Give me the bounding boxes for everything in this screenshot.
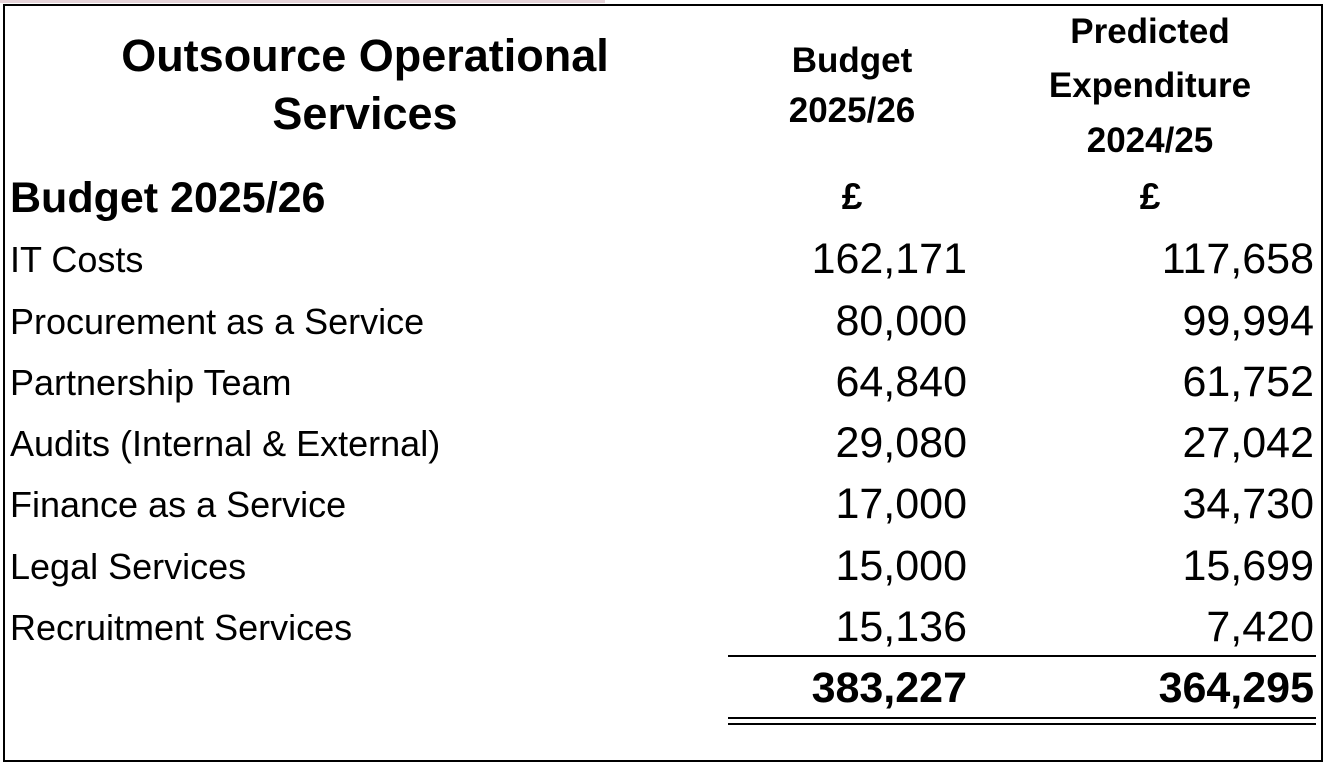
row-budget-procurement: 80,000: [835, 297, 967, 345]
predicted-header-line-1: Predicted: [1070, 12, 1230, 51]
row-budget-partnership: 64,840: [835, 358, 967, 406]
page-title-line-1: Outsource Operational: [121, 30, 609, 81]
page-title-line-2: Services: [272, 88, 458, 139]
row-budget-finance: 17,000: [835, 480, 967, 528]
predicted-currency: £: [1139, 176, 1161, 217]
row-predicted-partnership: 61,752: [1182, 358, 1314, 406]
row-label-finance: Finance as a Service: [10, 484, 347, 525]
row-predicted-it-costs: 117,658: [1161, 235, 1314, 283]
budget-currency: £: [841, 176, 863, 217]
budget-header-line-2: 2025/26: [788, 91, 916, 130]
table-frame: [3, 4, 1323, 762]
section-title: Budget 2025/26: [10, 174, 326, 222]
total-budget: 383,227: [811, 664, 967, 712]
row-predicted-legal: 15,699: [1182, 542, 1314, 590]
row-predicted-audits: 27,042: [1182, 419, 1314, 467]
row-predicted-procurement: 99,994: [1182, 297, 1314, 345]
row-label-procurement: Procurement as a Service: [10, 301, 425, 342]
row-label-legal: Legal Services: [10, 546, 247, 587]
predicted-header-line-3: 2024/25: [1086, 121, 1214, 160]
row-predicted-recruitment: 7,420: [1206, 603, 1314, 651]
row-label-audits: Audits (Internal & External): [10, 423, 441, 464]
total-top-rule: [728, 655, 1316, 657]
row-budget-audits: 29,080: [835, 419, 967, 467]
row-predicted-finance: 34,730: [1182, 480, 1314, 528]
row-budget-recruitment: 15,136: [835, 603, 967, 651]
row-budget-legal: 15,000: [835, 542, 967, 590]
row-budget-it-costs: 162,171: [811, 235, 967, 283]
total-predicted: 364,295: [1158, 664, 1314, 712]
row-label-recruitment: Recruitment Services: [10, 607, 353, 648]
top-accent-line: [0, 0, 605, 3]
total-double-rule-upper: [728, 717, 1316, 719]
total-double-rule-lower: [728, 723, 1316, 725]
budget-header-line-1: Budget: [791, 41, 913, 80]
predicted-header-line-2: Expenditure: [1048, 66, 1252, 105]
row-label-partnership: Partnership Team: [10, 362, 292, 403]
row-label-it-costs: IT Costs: [10, 239, 144, 280]
